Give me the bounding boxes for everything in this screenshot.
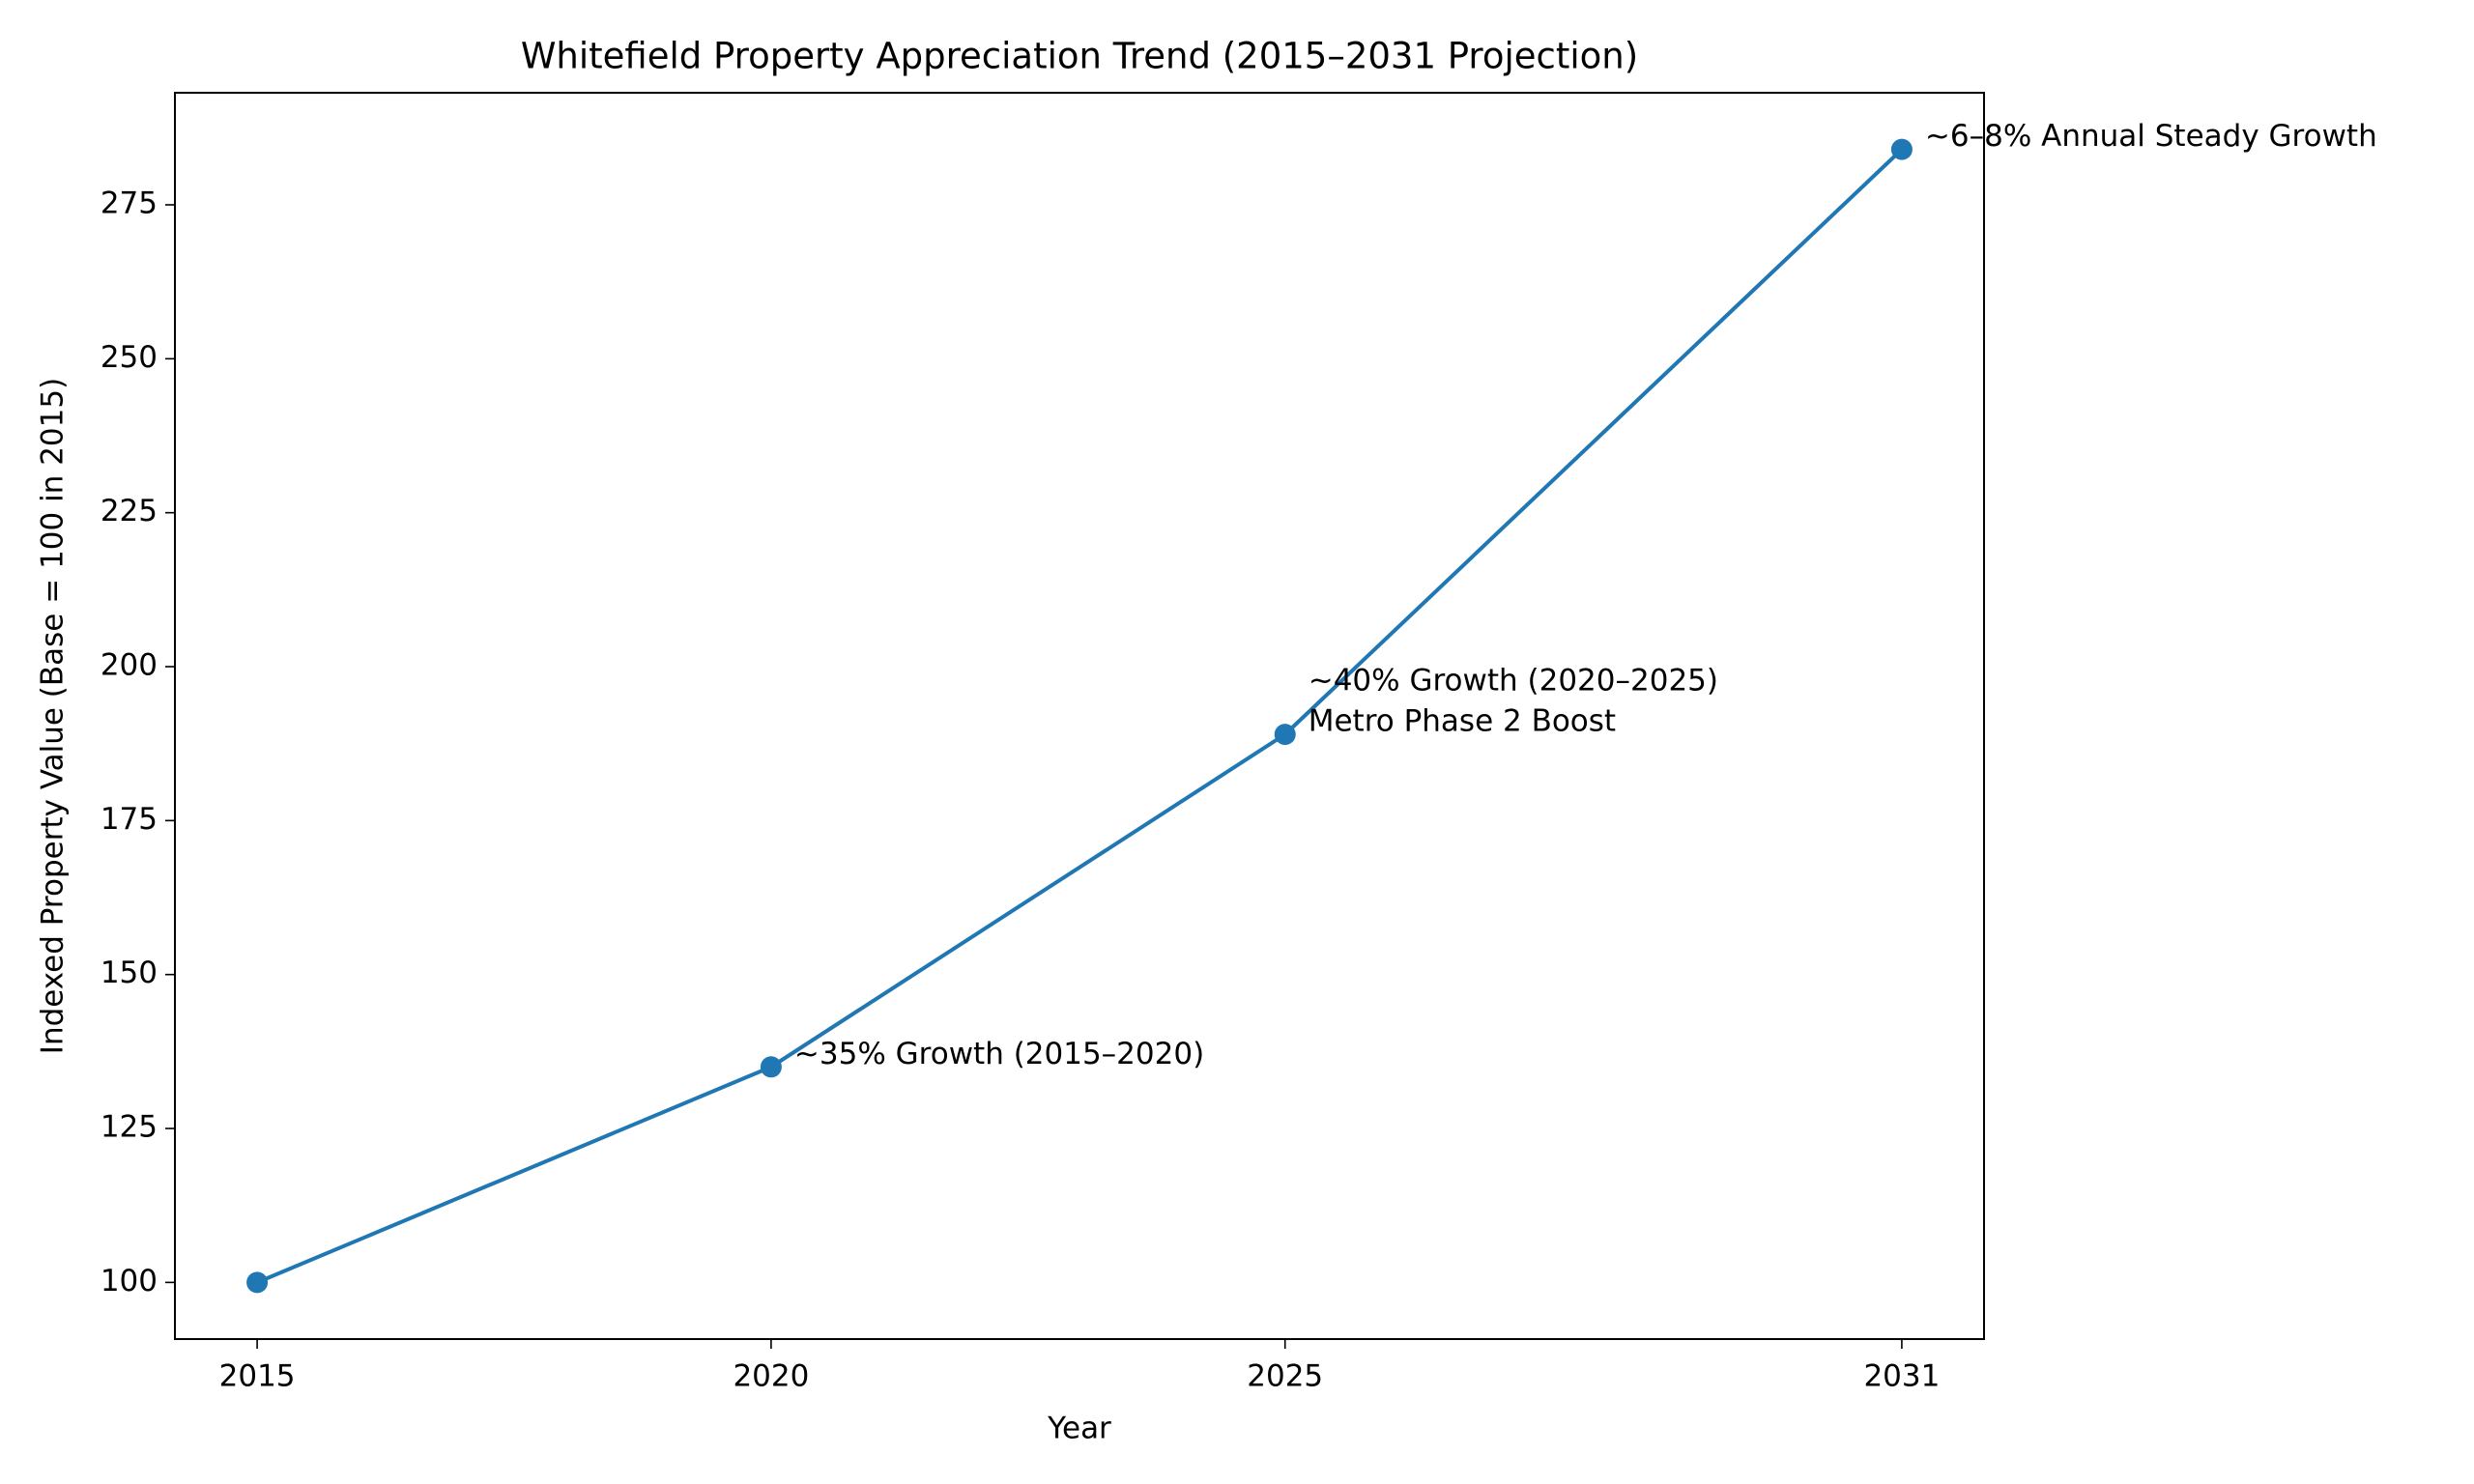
y-tick-label: 100 <box>101 1264 158 1298</box>
annotation: Metro Phase 2 Boost <box>1309 704 1616 739</box>
y-tick-label: 125 <box>101 1110 158 1145</box>
x-tick-label: 2031 <box>1863 1359 1940 1394</box>
x-tick-label: 2015 <box>219 1359 296 1394</box>
point <box>246 1271 269 1294</box>
point <box>1274 724 1296 746</box>
y-tick-label: 200 <box>101 648 158 683</box>
annotation: ~6–8% Annual Steady Growth <box>1925 119 2377 154</box>
y-tick-label: 275 <box>101 186 158 220</box>
x-tick-label: 2020 <box>733 1359 809 1394</box>
y-tick-label: 250 <box>101 340 158 375</box>
y-tick-label: 175 <box>101 802 158 837</box>
x-tick-label: 2025 <box>1247 1359 1323 1394</box>
annotation: ~40% Growth (2020–2025) <box>1309 664 1718 699</box>
chart-title: Whitefield Property Appreciation Trend (… <box>521 36 1638 77</box>
point <box>760 1056 782 1078</box>
point <box>1890 138 1913 160</box>
y-tick-label: 225 <box>101 494 158 528</box>
line <box>256 148 1904 1285</box>
y-axis-label: Indexed Property Value (Base = 100 in 20… <box>36 378 71 1054</box>
y-tick-label: 150 <box>101 956 158 990</box>
annotation: ~35% Growth (2015–2020) <box>794 1037 1204 1071</box>
x-axis-label: Year <box>1047 1412 1111 1446</box>
plot-frame <box>174 92 1985 1340</box>
